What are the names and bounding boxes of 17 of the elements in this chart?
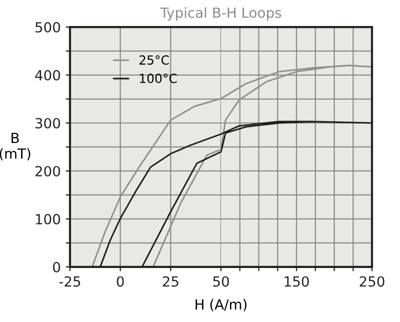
y-tick-label: 300: [36, 118, 60, 128]
chart-title: Typical B-H Loops: [160, 7, 282, 21]
y-tick-label: 0: [53, 262, 60, 272]
y-axis-title: B (mT): [0, 132, 30, 160]
x-tick-label: 25: [162, 276, 178, 287]
legend-label: 25°C: [139, 55, 169, 65]
y-tick-label: 500: [36, 22, 60, 33]
x-axis-title: H (A/m): [196, 298, 247, 312]
x-tick-label: 150: [284, 276, 309, 287]
y-tick-label: 400: [35, 70, 60, 80]
y-tick-label: 200: [35, 166, 60, 176]
x-tick-label: -25: [59, 276, 80, 287]
x-tick-label: 250: [360, 276, 384, 287]
y-tick-label: 100: [36, 214, 60, 224]
x-tick-label: 0: [116, 276, 124, 287]
legend-label: 100°C: [140, 74, 177, 84]
x-tick-label: 50: [213, 276, 229, 287]
